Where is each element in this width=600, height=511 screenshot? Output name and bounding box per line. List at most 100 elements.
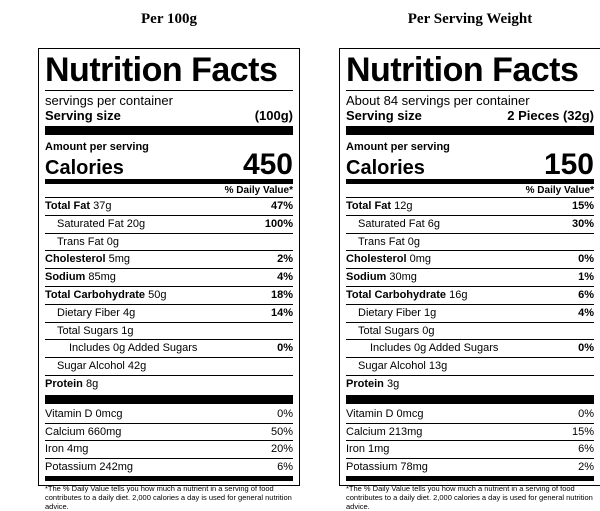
servings-per-container: servings per container [45,93,173,108]
daily-value: 4% [277,271,293,284]
nutrient-label: Total Sugars 0g [358,324,435,337]
calcium-row: Calcium 660mg 50% [45,424,293,442]
calories-value: 450 [242,148,293,181]
footnote: *The % Daily Value tells you how much a … [45,483,292,511]
dietary-fiber-row: Dietary Fiber 1g 4% [346,305,594,323]
nutrient-label: Total Fat [45,200,91,212]
calories-label: Calories [346,157,425,179]
nutrient-label: Saturated Fat 20g [57,217,146,230]
nutrient-label: Cholesterol [45,253,106,266]
divider [346,90,594,91]
calories-label: Calories [45,157,124,179]
trans-fat-row: Trans Fat 0g [45,234,293,252]
nutrient-amount: 0mg [409,253,431,266]
nutrient-amount: 8g [85,377,99,390]
trans-fat-row: Trans Fat 0g [346,234,594,252]
thick-divider [346,394,594,404]
daily-value: 15% [571,425,594,438]
total-carbohydrate-row: Total Carbohydrate 50g 18% [45,287,293,305]
nutrient-label: Potassium 242mg [45,461,134,474]
nutrient-label: Calcium 213mg [346,425,423,438]
nutrient-label: Iron 4mg [45,443,89,456]
nutrient-label: Vitamin D 0mcg [346,407,424,420]
total-sugars-row: Total Sugars 1g [45,323,293,341]
saturated-fat-row: Saturated Fat 6g 30% [346,216,594,234]
serving-size-label: Serving size [45,108,121,123]
servings-per-container: About 84 servings per container [346,93,530,108]
daily-value: 6% [578,443,594,456]
daily-value: 0% [578,253,594,266]
nutrient-amount: 50g [148,288,167,301]
calcium-row: Calcium 213mg 15% [346,424,594,442]
protein-row: Protein 3g [346,376,594,393]
medium-divider [346,179,594,184]
daily-value: 14% [270,306,293,319]
sugar-alcohol-row: Sugar Alcohol 42g [45,358,293,376]
saturated-fat-row: Saturated Fat 20g 100% [45,216,293,234]
vitamin-d-row: Vitamin D 0mcg 0% [45,406,293,424]
nutrient-label: Dietary Fiber 1g [358,306,437,319]
nutrient-label: Vitamin D 0mcg [45,407,123,420]
nutrient-label: Cholesterol [346,253,407,266]
sodium-row: Sodium 85mg 4% [45,269,293,287]
daily-value-header: % Daily Value* [346,184,594,198]
total-carbohydrate-row: Total Carbohydrate 16g 6% [346,287,594,305]
sugar-alcohol-row: Sugar Alcohol 13g [346,358,594,376]
daily-value: 6% [277,461,293,474]
vitamin-d-row: Vitamin D 0mcg 0% [346,406,594,424]
panel-heading: Per 100g [141,11,197,27]
nutrient-label: Potassium 78mg [346,461,428,474]
cholesterol-row: Cholesterol 5mg 2% [45,251,293,270]
iron-row: Iron 4mg 20% [45,441,293,460]
added-sugars-row: Includes 0g Added Sugars 0% [45,340,293,359]
nutrient-label: Saturated Fat 6g [358,217,440,230]
nutrition-label: Nutrition Facts About 84 servings per co… [339,48,600,511]
nutrient-label: Includes 0g Added Sugars [69,342,198,355]
total-sugars-row: Total Sugars 0g [346,323,594,341]
daily-value: 0% [277,407,293,420]
nutrient-amount: 85mg [88,271,116,284]
nutrition-facts-title: Nutrition Facts [346,51,579,89]
nutrient-label: Protein [45,377,83,390]
daily-value: 15% [571,200,594,212]
daily-value: 1% [578,271,594,284]
calories-row: Calories 150 [346,148,594,181]
nutrient-label: Sugar Alcohol 13g [358,360,448,373]
nutrient-label: Sodium [346,271,387,284]
thick-divider [45,394,293,404]
nutrient-amount: 30mg [389,271,417,284]
serving-size-row: Serving size (100g) [45,108,293,124]
nutrient-label: Sodium [45,271,86,284]
thick-divider [346,126,594,135]
total-fat-row: Total Fat 12g 15% [346,198,594,216]
thick-divider [45,126,293,135]
amount-per-serving: Amount per serving [45,141,149,153]
serving-size-row: Serving size 2 Pieces (32g) [346,108,594,124]
cholesterol-row: Cholesterol 0mg 0% [346,251,594,270]
potassium-row: Potassium 78mg 2% [346,459,594,476]
daily-value: 0% [277,342,293,355]
nutrient-label: Sugar Alcohol 42g [57,360,147,373]
nutrient-label: Protein [346,377,384,390]
added-sugars-row: Includes 0g Added Sugars 0% [346,340,594,359]
nutrient-label: Trans Fat 0g [57,235,119,248]
total-fat-row: Total Fat 37g 47% [45,198,293,216]
panel-per-serving: Per Serving Weight Nutrition Facts About… [339,0,600,511]
daily-value: 20% [270,443,293,456]
nutrient-label: Dietary Fiber 4g [57,306,136,319]
nutrient-amount: 12g [394,200,413,212]
daily-value: 0% [578,342,594,355]
nutrient-label: Iron 1mg [346,443,390,456]
nutrient-amount: 5mg [108,253,130,266]
nutrient-label: Total Carbohydrate [45,288,146,301]
nutrient-label: Includes 0g Added Sugars [370,342,499,355]
serving-size-label: Serving size [346,108,422,123]
nutrient-label: Total Sugars 1g [57,324,134,337]
daily-value: 2% [578,461,594,474]
sodium-row: Sodium 30mg 1% [346,269,594,287]
daily-value: 30% [571,217,594,230]
calories-value: 150 [543,148,594,181]
daily-value: 100% [264,217,293,230]
nutrition-facts-title: Nutrition Facts [45,51,278,89]
amount-per-serving: Amount per serving [346,141,450,153]
